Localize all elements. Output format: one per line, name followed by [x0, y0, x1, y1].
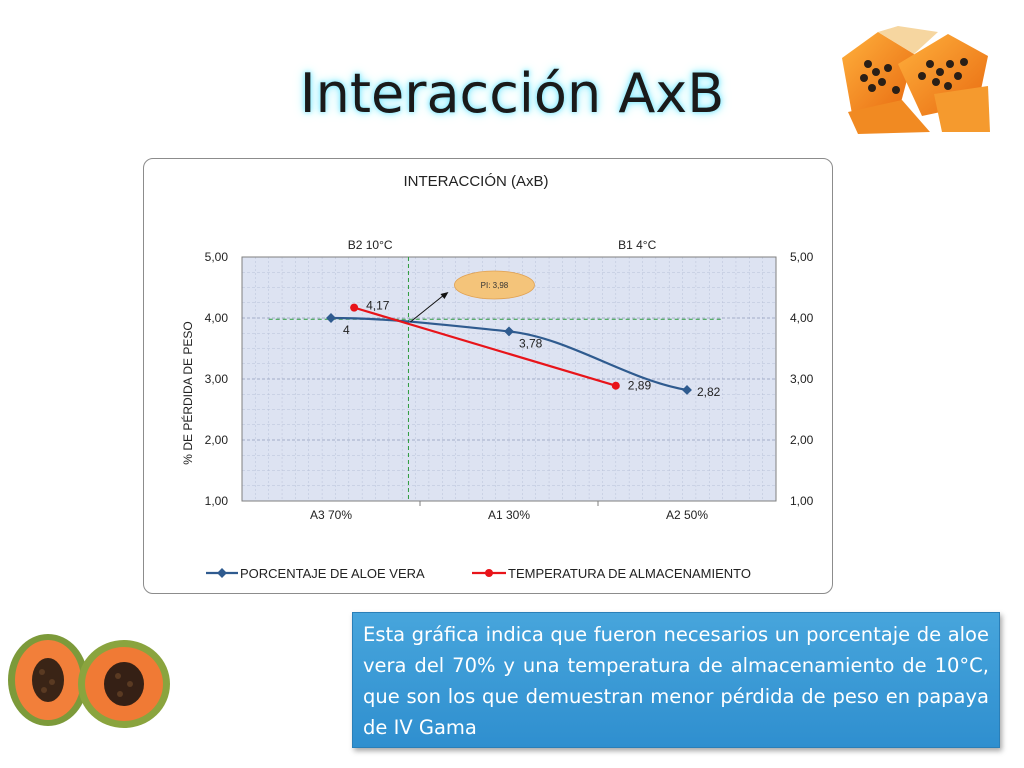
data-point-aloe-vera [682, 385, 692, 395]
data-point-aloe-vera [504, 326, 514, 337]
data-point-temperature [611, 381, 620, 390]
chart-card: INTERACCIÓN (AxB) % DE PÉRDIDA DE PESO 1… [143, 158, 833, 594]
data-label-temperature: 4,17 [366, 299, 390, 313]
data-label-aloe-vera: 2,82 [697, 385, 721, 399]
description-box: Esta gráfica indica que fueron necesario… [352, 612, 1000, 748]
annotation-label: PI: 3,98 [481, 281, 509, 290]
papaya-halves-image [8, 634, 170, 728]
legend-label-aloe-vera: PORCENTAJE DE ALOE VERA [240, 566, 425, 581]
y-tick-label-left: 1,00 [205, 494, 229, 508]
x-tick-label-bottom: A2 50% [666, 508, 708, 522]
series-line-temperature [353, 306, 617, 387]
x-tick-label-bottom: A3 70% [310, 508, 352, 522]
annotation-arrowhead [440, 292, 449, 299]
x-tick-label-top: B1 4°C [618, 238, 656, 252]
legend-label-temperature: TEMPERATURA DE ALMACENAMIENTO [508, 566, 751, 581]
slide-title: Interacción AxB [299, 62, 725, 125]
description-text: Esta gráfica indica que fueron necesario… [363, 623, 989, 739]
annotation-arrow [410, 292, 447, 323]
y-tick-label-right: 4,00 [790, 311, 814, 325]
chart-title: INTERACCIÓN (AxB) [403, 173, 548, 190]
data-point-temperature [350, 303, 359, 312]
y-tick-label-left: 5,00 [205, 250, 229, 264]
y-axis-label: % DE PÉRDIDA DE PESO [180, 321, 195, 464]
data-label-aloe-vera: 3,78 [519, 336, 543, 350]
y-tick-label-right: 1,00 [790, 494, 814, 508]
y-tick-label-right: 2,00 [790, 433, 814, 447]
legend-marker-aloe-vera [217, 568, 227, 578]
y-tick-label-left: 4,00 [205, 311, 229, 325]
x-tick-label-top: B2 10°C [348, 238, 393, 252]
plot-frame [241, 256, 777, 502]
x-tick-label-bottom: A1 30% [488, 508, 530, 522]
papaya-pieces-image [842, 26, 990, 134]
y-tick-label-right: 3,00 [790, 372, 814, 386]
annotation-bubble [454, 270, 535, 300]
data-label-temperature: 2,89 [628, 379, 652, 393]
y-tick-label-left: 3,00 [205, 372, 229, 386]
y-tick-label-left: 2,00 [205, 433, 229, 447]
data-label-aloe-vera: 4 [343, 323, 350, 337]
y-tick-label-right: 5,00 [790, 250, 814, 264]
interaction-chart: INTERACCIÓN (AxB) % DE PÉRDIDA DE PESO 1… [180, 173, 814, 581]
legend-marker-temperature [485, 569, 493, 577]
